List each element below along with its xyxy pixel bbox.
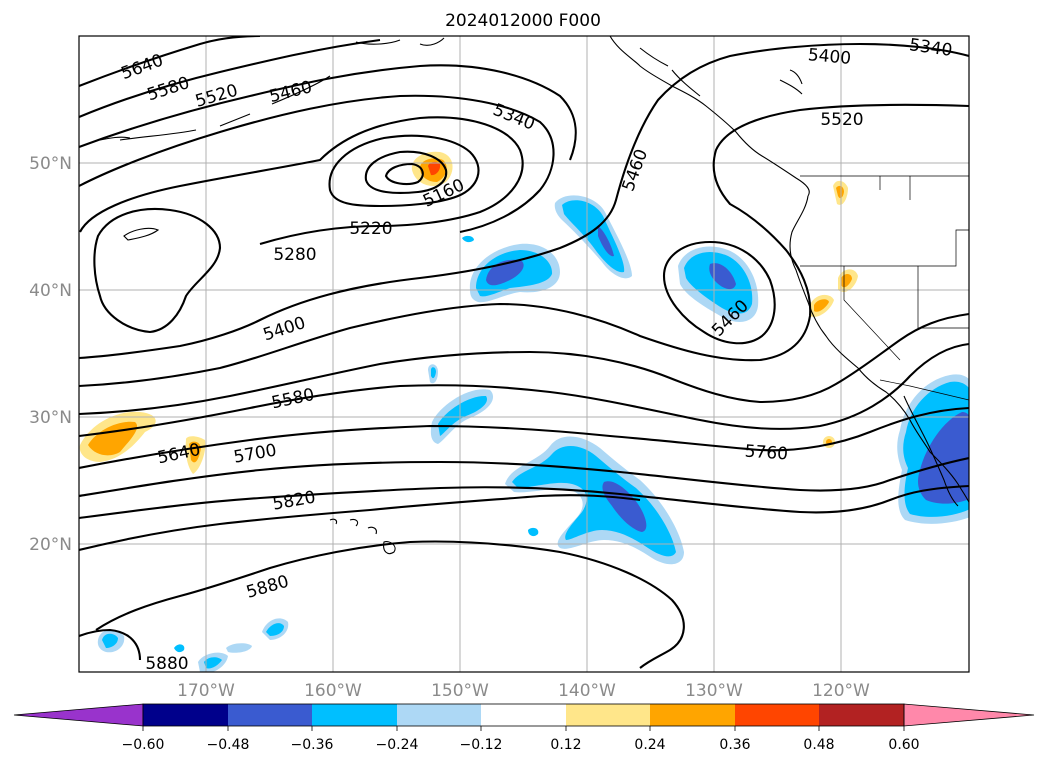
colorbar-extend-max — [903, 703, 1035, 727]
lon-label: 140°W — [558, 681, 616, 701]
lat-label: 20°N — [29, 535, 72, 555]
lon-label: 150°W — [431, 681, 489, 701]
map-title: 2024012000 F000 — [445, 11, 601, 31]
height-contours — [79, 36, 969, 669]
colorbar-segment — [312, 704, 397, 726]
map-panel: 5640 5580 5520 5460 5340 5400 5340 5520 … — [79, 36, 969, 674]
colorbar-tick-label: 0.48 — [803, 737, 834, 753]
colorbar-tick-label: −0.36 — [291, 737, 334, 753]
lon-label: 170°W — [177, 681, 235, 701]
colorbar-extend-min — [13, 703, 144, 727]
contour-label: 5280 — [273, 245, 316, 265]
colorbar-segment — [228, 704, 312, 726]
colorbar-tick-label: 0.12 — [550, 737, 581, 753]
colorbar-segment — [566, 704, 650, 726]
lat-label: 40°N — [29, 281, 72, 301]
colorbar-tick-label: 0.60 — [888, 737, 919, 753]
colorbar-segment — [143, 704, 228, 726]
colorbar-tick-label: −0.24 — [376, 737, 419, 753]
colorbar-tick-label: 0.36 — [719, 737, 750, 753]
colorbar-segment — [397, 704, 481, 726]
graticule — [79, 36, 969, 672]
colorbar-tick-label: −0.12 — [460, 737, 503, 753]
colorbar-segment — [650, 704, 735, 726]
colorbar-segment — [735, 704, 819, 726]
lat-label: 50°N — [29, 154, 72, 174]
colorbar-segment — [819, 704, 904, 726]
contour-label: 5400 — [807, 45, 852, 69]
contour-label: 5520 — [820, 110, 863, 130]
contour-label: 5880 — [145, 654, 188, 674]
lon-label: 120°W — [812, 681, 870, 701]
colorbar-segment — [481, 704, 566, 726]
contour-label: 5760 — [744, 442, 789, 465]
colorbar-tick-label: −0.48 — [207, 737, 250, 753]
colorbar-tick-label: 0.24 — [634, 737, 665, 753]
longitude-labels: 170°W 160°W 150°W 140°W 130°W 120°W — [177, 681, 870, 701]
contour-label: 5220 — [349, 219, 392, 239]
lat-label: 30°N — [29, 408, 72, 428]
colorbar-tick-label: −0.60 — [122, 737, 165, 753]
lon-label: 130°W — [685, 681, 743, 701]
lon-label: 160°W — [304, 681, 362, 701]
map-frame — [78, 35, 970, 673]
latitude-labels: 50°N 40°N 30°N 20°N — [29, 154, 72, 555]
colorbar: −0.60 −0.48 −0.36 −0.24 −0.12 0.12 0.24 … — [13, 703, 1035, 753]
